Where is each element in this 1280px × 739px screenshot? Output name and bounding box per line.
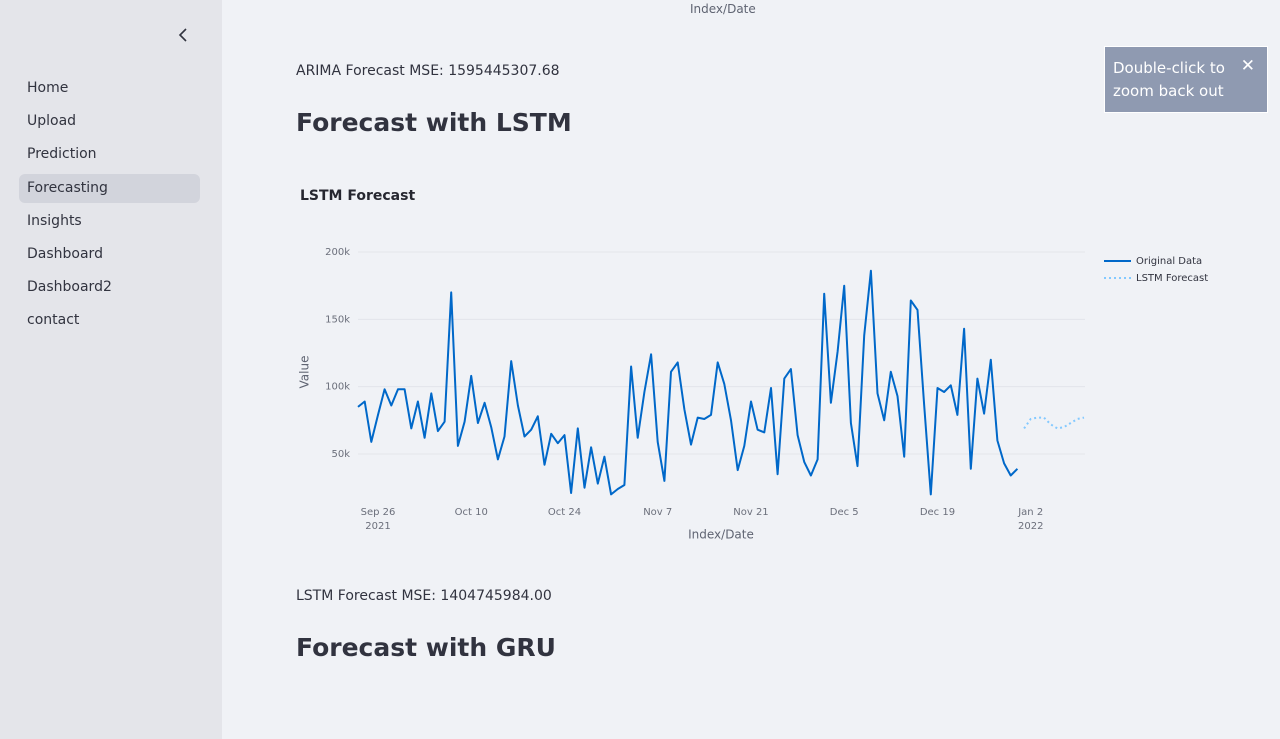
line-series xyxy=(357,269,1019,496)
x-axis-title: Index/Date xyxy=(688,528,754,542)
nav-item[interactable]: Dashboard xyxy=(27,245,103,262)
x-tick-label: Jan 2 2022 xyxy=(1017,507,1043,532)
legend-label: Original Data xyxy=(1136,256,1202,267)
y-tick-label: 200k xyxy=(325,247,350,258)
heading: Forecast with GRU xyxy=(296,633,556,662)
nav-item[interactable]: Insights xyxy=(27,212,82,229)
x-tick-label: Dec 5 xyxy=(830,507,859,518)
x-tick-label: Oct 24 xyxy=(548,507,581,518)
axis-title: Index/Date xyxy=(690,2,756,16)
tooltip-text: Double-click to zoom back out xyxy=(1113,59,1225,100)
nav-item[interactable]: Upload xyxy=(27,113,77,130)
chart-title: LSTM Forecast xyxy=(300,188,415,204)
y-tick-label: 100k xyxy=(325,382,350,393)
nav-item[interactable]: Prediction xyxy=(27,146,97,163)
y-tick-label: 150k xyxy=(325,314,350,325)
y-tick-label: 50k xyxy=(331,449,350,460)
close-button[interactable]: ✕ xyxy=(1240,56,1255,76)
nav-item[interactable]: contact xyxy=(27,312,80,329)
mse-text: ARIMA Forecast MSE: 1595445307.68 xyxy=(296,63,560,79)
x-tick-label: Sep 26 2021 xyxy=(361,507,396,532)
x-tick-label: Oct 10 xyxy=(455,507,488,518)
nav-item[interactable]: Forecasting xyxy=(19,173,200,203)
x-tick-label: Dec 19 xyxy=(920,507,955,518)
nav-item[interactable]: Home xyxy=(27,80,69,96)
heading: Forecast with LSTM xyxy=(296,108,572,137)
y-axis-title: Value xyxy=(298,356,312,389)
sidebar: Home Upload Prediction Forecasting Insights D… xyxy=(0,0,222,739)
chart: LSTM Forecast Index/Date Value 50k 100k 15… xyxy=(298,188,1209,542)
x-tick-label: Nov 21 xyxy=(733,507,768,518)
tooltip: Double-click to zoom back out ✕ xyxy=(1104,46,1268,113)
nav: Home Upload Prediction Forecasting Insights D… xyxy=(19,74,200,340)
line-series xyxy=(1023,416,1085,430)
x-tick-label: Nov 7 xyxy=(643,507,672,518)
collapse-icon[interactable] xyxy=(176,27,190,43)
legend-label: LSTM Forecast xyxy=(1136,273,1208,284)
nav-item[interactable]: Dashboard2 xyxy=(27,279,112,296)
mse-text: LSTM Forecast MSE: 1404745984.00 xyxy=(296,588,552,604)
